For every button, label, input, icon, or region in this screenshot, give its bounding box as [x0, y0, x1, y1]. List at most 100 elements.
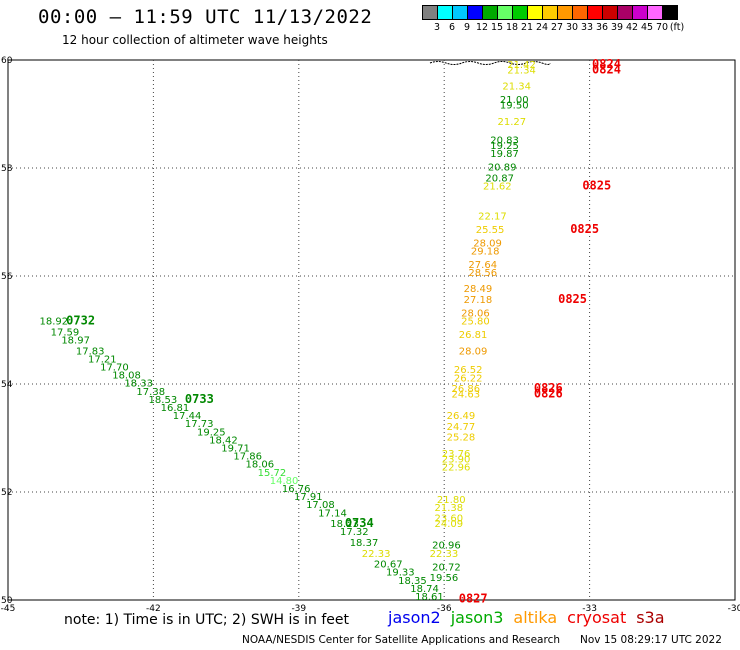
wave-height-label: 18.61 [415, 592, 444, 603]
wave-height-label: 17.32 [340, 527, 369, 538]
page-title: 00:00 – 11:59 UTC 11/13/2022 [38, 6, 373, 28]
latitude-tick-label: 60 [1, 56, 13, 66]
wave-height-label: 22.17 [478, 211, 507, 222]
wave-height-label: 17.59 [51, 327, 80, 338]
generation-timestamp: Nov 15 08:29:17 UTC 2022 [580, 634, 722, 646]
wave-height-label: 17.44 [173, 411, 202, 422]
wave-height-label: 22.33 [430, 549, 459, 560]
wave-height-label: 18.42 [209, 435, 238, 446]
colorbar-label: 30 [565, 22, 579, 33]
wave-height-label: 28.56 [468, 268, 497, 279]
legend-altika: altika [513, 608, 558, 627]
wave-height-label: 17.83 [76, 346, 105, 357]
wave-height-label: 18.53 [149, 395, 178, 406]
wave-height-label: 19.87 [490, 149, 519, 160]
pass-time-label: 0825 [570, 222, 599, 236]
latitude-tick-label: 58 [1, 164, 13, 174]
wave-height-colorbar [422, 5, 678, 20]
wave-height-label: 27.64 [468, 260, 497, 271]
wave-height-label: 17.73 [185, 419, 214, 430]
wave-height-label: 21.42 [507, 60, 536, 71]
wave-height-label: 26.49 [447, 411, 476, 422]
wave-height-label: 19.56 [430, 573, 459, 584]
wave-height-label: 21.38 [435, 503, 464, 514]
colorbar-label: 36 [595, 22, 609, 33]
longitude-tick-label: -36 [437, 604, 452, 614]
colorbar-label: (ft) [669, 22, 685, 33]
wave-height-label: 25.80 [461, 317, 490, 328]
wave-height-label: 21.00 [500, 95, 529, 106]
colorbar-labels: 3 6 9 12 15 18 21 24 27 30 33 36 39 42 45 70 (ft) [422, 22, 740, 34]
wave-height-label: 19.25 [490, 141, 519, 152]
pass-time-label: 0826 [534, 381, 563, 395]
wave-height-label: 28.09 [473, 238, 502, 249]
wave-height-label: 16.81 [161, 403, 190, 414]
wave-height-label: 19.50 [500, 101, 529, 112]
wave-height-label: 20.83 [490, 136, 519, 147]
colorbar-label: 12 [475, 22, 489, 33]
wave-height-label: 17.21 [88, 354, 117, 365]
longitude-tick-label: -45 [1, 604, 16, 614]
wave-height-label: 17.70 [100, 363, 129, 374]
colorbar-label: 6 [448, 22, 456, 33]
wave-height-label: 26.52 [454, 365, 483, 376]
wave-height-label: 17.38 [136, 387, 165, 398]
colorbar-label: 45 [640, 22, 654, 33]
wave-height-label: 28.49 [464, 284, 493, 295]
wave-height-label: 22.96 [442, 462, 471, 473]
map-frame [7, 59, 736, 601]
credit-line: NOAA/NESDIS Center for Satellite Applica… [242, 634, 560, 646]
legend-jason2: jason2 [388, 608, 441, 627]
pass-time-label: 0825 [582, 179, 611, 193]
wave-height-label: 26.86 [451, 384, 480, 395]
colorbar-label: 15 [490, 22, 504, 33]
pass-time-label: 0733 [185, 392, 214, 406]
wave-height-label: 19.71 [221, 444, 250, 455]
wave-height-label: 20.87 [485, 174, 514, 185]
footer-note: note: 1) Time is in UTC; 2) SWH is in fe… [64, 612, 350, 628]
wave-height-label: 20.72 [432, 562, 461, 573]
latitude-tick-label: 50 [1, 596, 13, 606]
pass-time-label: 0734 [345, 516, 374, 530]
colorbar-label: 18 [505, 22, 519, 33]
wave-height-label: 14.80 [270, 476, 299, 487]
wave-height-label: 28.09 [459, 346, 488, 357]
legend-cryosat: cryosat [567, 608, 627, 627]
legend-s3a: s3a [636, 608, 665, 627]
longitude-tick-label: -42 [146, 604, 161, 614]
wave-height-label: 17.91 [294, 492, 323, 503]
wave-height-label: 25.55 [476, 225, 505, 236]
colorbar-label: 70 [655, 22, 669, 33]
colorbar-label: 24 [535, 22, 549, 33]
wave-height-label: 26.22 [454, 373, 483, 384]
longitude-tick-label: -33 [582, 604, 597, 614]
wave-height-label: 21.27 [498, 117, 527, 128]
wave-height-label: 20.67 [374, 560, 403, 571]
wave-height-label: 18.37 [350, 538, 379, 549]
latitude-tick-label: 52 [1, 488, 12, 498]
latitude-tick-label: 56 [1, 272, 13, 282]
wave-height-label: 18.35 [398, 576, 427, 587]
colorbar-swatch [662, 5, 678, 20]
wave-height-label: 18.33 [124, 379, 153, 390]
wave-height-label: 27.18 [464, 295, 493, 306]
wave-height-label: 18.06 [245, 460, 274, 471]
wave-height-label: 18.23 [330, 519, 359, 530]
wave-height-label: 21.34 [502, 82, 531, 93]
wave-height-label: 17.86 [233, 452, 262, 463]
wave-height-label: 26.81 [459, 330, 488, 341]
pass-time-label: 0827 [459, 592, 488, 606]
wave-height-label: 24.63 [451, 390, 480, 401]
wave-height-label: 29.18 [471, 246, 500, 257]
wave-height-label: 23.60 [435, 514, 464, 525]
wave-height-label: 19.25 [197, 427, 226, 438]
pass-time-label: 0824 [592, 57, 621, 71]
longitude-tick-label: -30 [728, 604, 740, 614]
wave-height-label: 16.76 [282, 484, 311, 495]
wave-height-label: 18.08 [112, 371, 141, 382]
wave-height-label: 18.92 [40, 317, 69, 328]
wave-height-label: 17.14 [318, 508, 347, 519]
colorbar-label: 33 [580, 22, 594, 33]
latitude-tick-label: 54 [1, 380, 13, 390]
